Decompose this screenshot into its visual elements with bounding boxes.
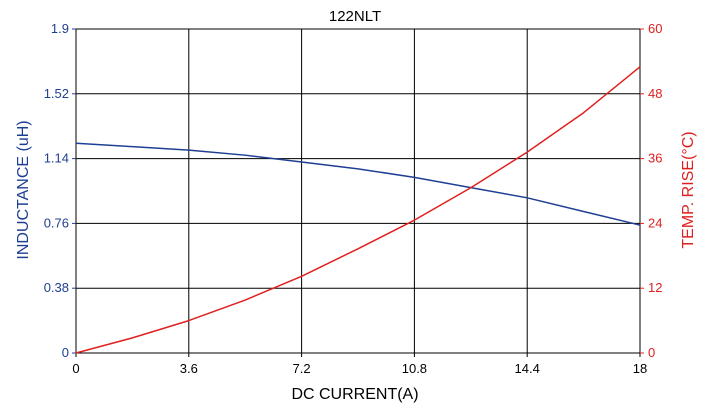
x-tick-label: 18	[633, 361, 647, 376]
right-axis-label: TEMP. RISE(°C)	[680, 131, 697, 248]
right-tick-label: 48	[648, 86, 662, 101]
left-tick-label: 0.76	[44, 215, 69, 230]
x-tick-label: 14.4	[515, 361, 540, 376]
x-axis-label: DC CURRENT(A)	[291, 386, 418, 403]
right-tick-label: 60	[648, 21, 662, 36]
left-tick-label: 1.9	[51, 21, 69, 36]
axis-labels: 0 3.6 7.2 10.8 14.4 1800.380.761.141.521.9012…	[44, 21, 663, 376]
plot-frame	[75, 28, 641, 354]
chart-title: 122NLT	[329, 8, 381, 25]
temperature-rise-line	[75, 66, 641, 354]
x-tick-label: 0	[72, 361, 79, 376]
plot-area	[72, 28, 644, 357]
left-tick-label: 0	[62, 345, 69, 360]
right-tick-label: 12	[648, 280, 662, 295]
x-tick-label: 7.2	[293, 361, 311, 376]
series-layer	[75, 66, 641, 354]
right-tick-label: 0	[648, 345, 655, 360]
grid-lines	[72, 28, 644, 357]
x-tick-label: 3.6	[180, 361, 198, 376]
left-axis-label: INDUCTANCE (uH)	[15, 120, 32, 259]
right-tick-label: 36	[648, 151, 662, 166]
x-tick-label: 10.8	[402, 361, 427, 376]
right-tick-label: 24	[648, 215, 662, 230]
left-tick-label: 0.38	[44, 280, 69, 295]
left-tick-label: 1.14	[44, 151, 69, 166]
left-tick-label: 1.52	[44, 86, 69, 101]
inductance-line	[75, 142, 641, 226]
